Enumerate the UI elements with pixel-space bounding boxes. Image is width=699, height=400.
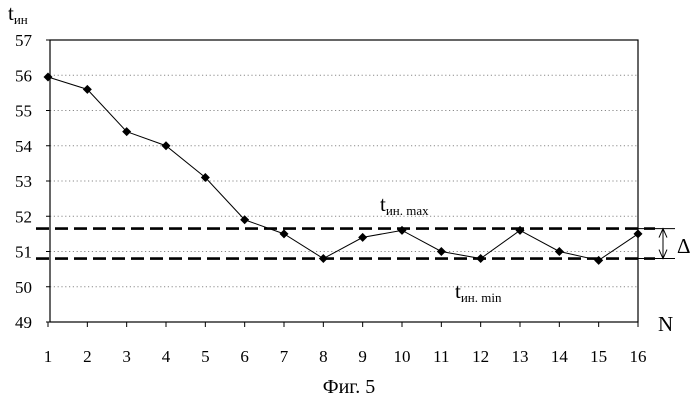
y-tick-label: 53 xyxy=(15,172,32,191)
figure-caption: Фиг. 5 xyxy=(323,376,375,398)
delta-label: Δ xyxy=(677,234,691,258)
data-point xyxy=(555,247,564,256)
x-tick-label: 11 xyxy=(433,347,449,366)
y-tick-label: 56 xyxy=(15,66,32,85)
data-point xyxy=(594,256,603,265)
tmin-label: tин. min xyxy=(455,279,502,305)
data-point xyxy=(476,254,485,263)
x-tick-label: 1 xyxy=(44,347,53,366)
data-point xyxy=(398,226,407,235)
x-tick-label: 7 xyxy=(280,347,289,366)
x-tick-label: 14 xyxy=(551,347,569,366)
x-tick-label: 15 xyxy=(590,347,607,366)
x-tick-label: 8 xyxy=(319,347,328,366)
x-tick-label: 5 xyxy=(201,347,210,366)
y-tick-label: 52 xyxy=(15,207,32,226)
data-point xyxy=(437,247,446,256)
x-tick-labels: 12345678910111213141516 xyxy=(44,322,647,366)
x-tick-label: 2 xyxy=(83,347,92,366)
x-axis-label: N xyxy=(658,312,673,336)
x-tick-label: 16 xyxy=(630,347,647,366)
y-tick-label: 54 xyxy=(15,137,33,156)
x-tick-label: 6 xyxy=(240,347,249,366)
data-point xyxy=(634,229,643,238)
y-tick-label: 55 xyxy=(15,102,32,121)
series-line xyxy=(48,77,638,260)
x-tick-label: 9 xyxy=(358,347,367,366)
y-tick-label: 51 xyxy=(15,243,32,262)
x-tick-label: 10 xyxy=(394,347,411,366)
series xyxy=(44,73,643,265)
data-point xyxy=(358,233,367,242)
x-tick-label: 4 xyxy=(162,347,171,366)
y-tick-label: 57 xyxy=(15,31,33,50)
data-point xyxy=(44,73,53,82)
grid-lines xyxy=(50,75,638,287)
y-tick-label: 50 xyxy=(15,278,32,297)
data-point xyxy=(319,254,328,263)
y-tick-label: 49 xyxy=(15,313,32,332)
data-point xyxy=(280,229,289,238)
data-point xyxy=(516,226,525,235)
x-tick-label: 12 xyxy=(472,347,489,366)
x-tick-label: 13 xyxy=(512,347,529,366)
y-axis-label: tин xyxy=(8,1,28,27)
reference-lines xyxy=(36,229,675,259)
tmax-label: tин. max xyxy=(380,192,429,218)
x-tick-label: 3 xyxy=(122,347,131,366)
